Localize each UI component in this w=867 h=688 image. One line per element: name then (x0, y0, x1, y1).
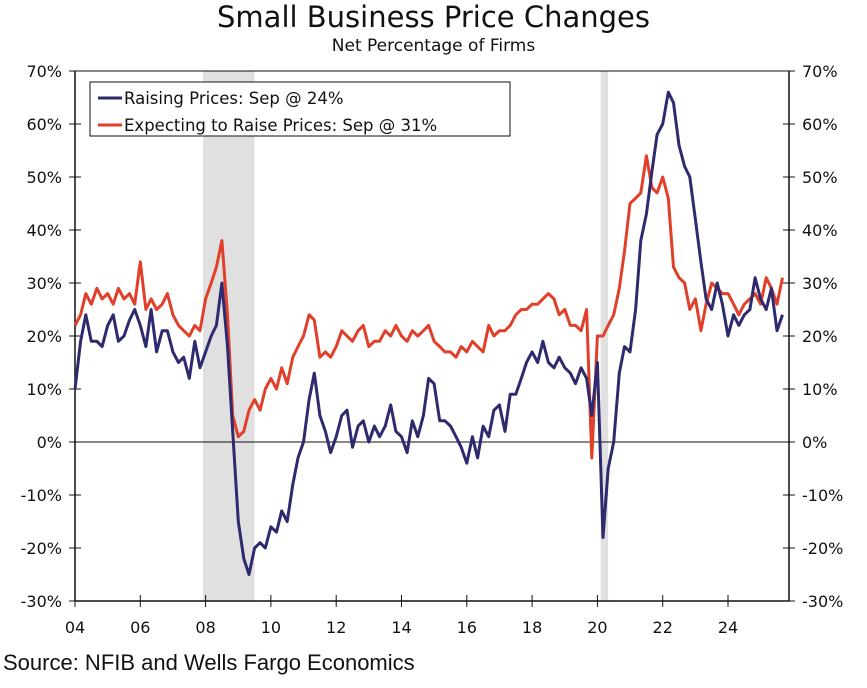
series-line-raising-prices (73, 90, 784, 576)
right-y-tick-label: 40% (802, 221, 838, 240)
axes-group: 70% 70% 60% 60% 50% 50% 40% 40% 30% 30% 20% 20% 10% 1… (21, 62, 844, 637)
left-y-tick-label: -20% (21, 539, 62, 558)
legend-label: Raising Prices: Sep @ 24% (124, 89, 344, 108)
legend-label: Expecting to Raise Prices: Sep @ 31% (124, 116, 437, 135)
left-y-tick-label: 30% (26, 274, 62, 293)
left-y-tick-label: 10% (26, 380, 62, 399)
left-y-tick-label: 40% (26, 221, 62, 240)
x-tick-label: 14 (391, 618, 411, 637)
legend-box (89, 81, 511, 137)
series-lines-group (73, 90, 784, 576)
right-y-tick-label: 20% (802, 327, 838, 346)
chart-title: Small Business Price Changes (217, 0, 650, 34)
source-note: Source: NFIB and Wells Fargo Economics (3, 650, 415, 675)
series-line-expecting-to-raise (73, 154, 784, 460)
recession-shading-group (202, 71, 609, 601)
chart-subtitle: Net Percentage of Firms (331, 36, 536, 56)
x-tick-label: 22 (653, 618, 673, 637)
right-y-tick-label: 30% (802, 274, 838, 293)
right-y-tick-label: -20% (802, 539, 843, 558)
left-y-tick-label: -30% (21, 592, 62, 611)
x-tick-label: 18 (522, 618, 542, 637)
left-y-tick-label: 0% (37, 433, 62, 452)
x-tick-label: 20 (587, 618, 607, 637)
x-tick-label: 16 (457, 618, 477, 637)
x-tick-label: 06 (130, 618, 150, 637)
left-y-tick-label: 60% (26, 115, 62, 134)
x-tick-label: 24 (718, 618, 738, 637)
x-tick-label: 08 (195, 618, 215, 637)
left-y-tick-label: -10% (21, 486, 62, 505)
right-y-tick-label: 50% (802, 168, 838, 187)
x-tick-label: 04 (65, 618, 85, 637)
x-tick-label: 10 (261, 618, 281, 637)
left-y-tick-label: 20% (26, 327, 62, 346)
right-y-tick-label: -10% (802, 486, 843, 505)
right-y-tick-label: 0% (802, 433, 827, 452)
x-tick-label: 12 (326, 618, 346, 637)
legend: Raising Prices: Sep @ 24% Expecting to Ra… (89, 81, 511, 137)
right-y-tick-label: 70% (802, 62, 838, 81)
right-y-tick-label: 60% (802, 115, 838, 134)
left-y-tick-label: 70% (26, 62, 62, 81)
left-y-tick-label: 50% (26, 168, 62, 187)
right-y-tick-label: -30% (802, 592, 843, 611)
right-y-tick-label: 10% (802, 380, 838, 399)
